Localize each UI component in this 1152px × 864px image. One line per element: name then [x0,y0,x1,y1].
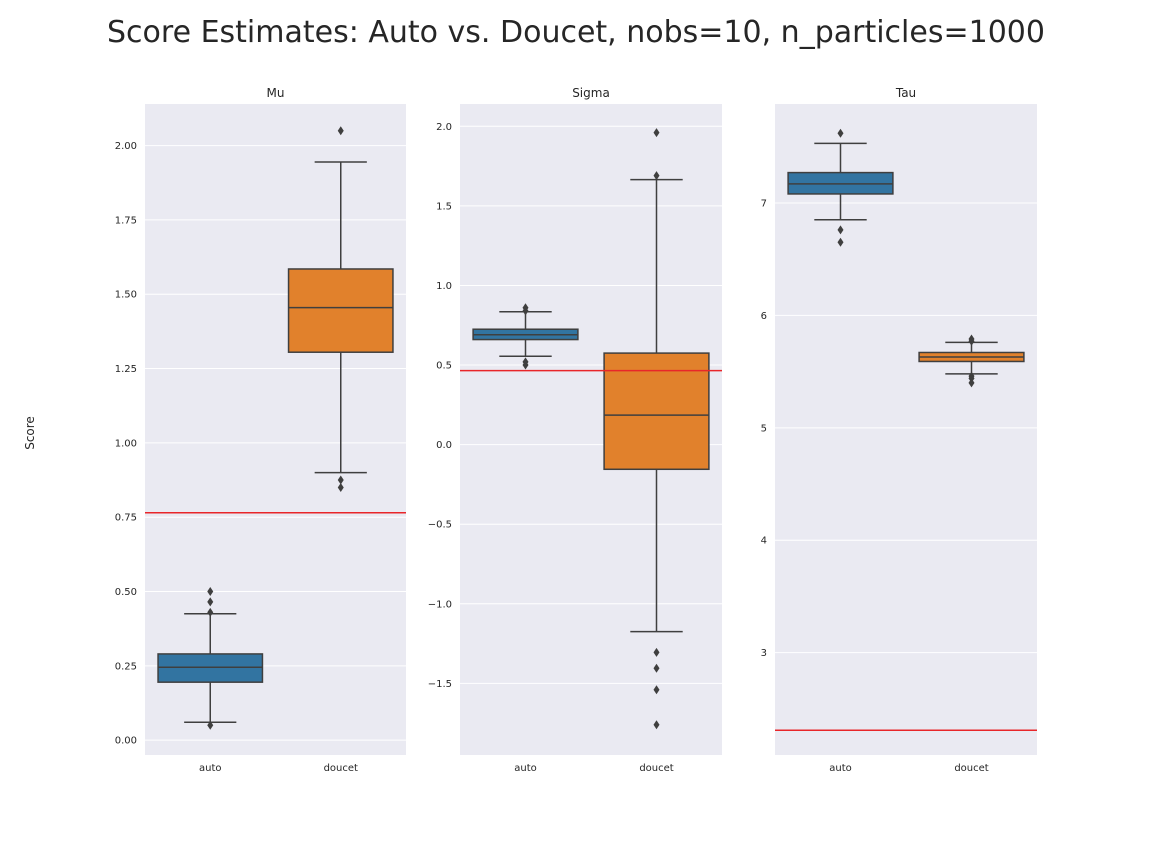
box-doucet [287,268,394,353]
outlier-point [207,597,214,607]
y-tick-label: 2.00 [115,141,137,152]
y-tick-label: −1.0 [428,599,452,610]
x-tick-label: doucet [954,763,988,774]
y-tick-label: 6 [761,311,767,322]
outlier-point [653,685,660,695]
y-tick-label: 3 [761,648,767,659]
y-tick-label: 7 [761,198,767,209]
outlier-point [337,482,344,492]
x-tick-label: doucet [639,763,673,774]
y-tick-label: 0.5 [436,361,452,372]
outlier-point [522,303,529,313]
plot-area [145,104,406,755]
outlier-point [968,334,975,344]
y-tick-label: 4 [761,536,767,547]
x-tick-label: auto [514,763,537,774]
outlier-point [837,128,844,138]
panel-mu: Mu 0.00 0.25 0.50 0.75 1.00 1.25 1.50 1.75 2.00 au… [115,86,406,774]
panel-title: Sigma [572,86,610,100]
outlier-point [653,128,660,138]
outlier-point [837,237,844,247]
y-tick-label: 1.25 [115,364,137,375]
outlier-point [653,171,660,181]
outlier-point [837,225,844,235]
panel-sigma: Sigma −1.5 −1.0 −0.5 0.0 0.5 1.0 1.5 2.0 auto douc… [428,86,722,774]
y-tick-label: 0.50 [115,587,137,598]
outlier-point [207,607,214,617]
figure-title: Score Estimates: Auto vs. Doucet, nobs=1… [107,15,1045,50]
y-tick-label: 5 [761,423,767,434]
outlier-point [653,720,660,730]
panel-title: Mu [267,86,285,100]
y-tick-label: 1.75 [115,215,137,226]
outlier-point [653,663,660,673]
y-tick-label: −1.5 [428,679,452,690]
outlier-point [337,126,344,136]
x-tick-label: auto [829,763,852,774]
y-tick-label: 0.00 [115,736,137,747]
outlier-point [207,587,214,597]
outlier-point [653,647,660,657]
y-tick-label: 0.75 [115,513,137,524]
x-tick-label: doucet [324,763,358,774]
y-tick-label: 0.0 [436,440,452,451]
box-doucet [603,352,710,471]
x-tick-label: auto [199,763,222,774]
box-plot-panels: Mu 0.00 0.25 0.50 0.75 1.00 1.25 1.50 1.75 2.00 au… [115,86,1037,774]
outlier-point [337,475,344,485]
y-tick-label: 1.5 [436,201,452,212]
outlier-point [207,720,214,730]
outlier-point [522,357,529,367]
y-tick-label: 2.0 [436,122,452,133]
panel-title: Tau [895,86,916,100]
outlier-point [968,371,975,381]
plot-area [775,104,1037,755]
y-tick-label: 1.50 [115,290,137,301]
panel-tau: Tau 3 4 5 6 7 auto doucet [761,86,1037,774]
y-tick-label: 1.00 [115,438,137,449]
y-tick-label: −0.5 [428,520,452,531]
y-tick-label: 1.0 [436,281,452,292]
y-axis-label: Score [23,416,37,450]
y-tick-label: 0.25 [115,661,137,672]
